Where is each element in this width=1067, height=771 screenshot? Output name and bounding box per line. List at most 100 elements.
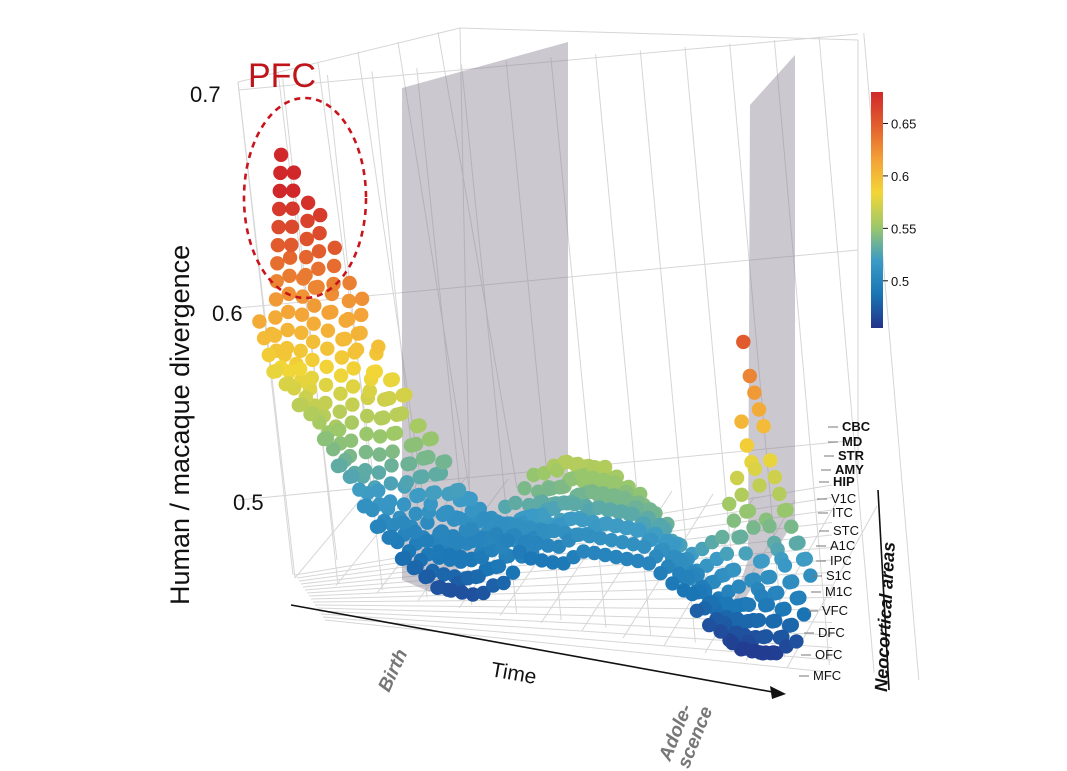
data-point [270,256,285,271]
data-point [424,431,439,446]
data-point [451,482,467,498]
data-point [751,613,767,628]
data-point [489,527,504,542]
data-point [409,436,424,452]
data-point [327,240,342,255]
data-point [759,629,774,644]
data-point [396,515,411,530]
colorbar-tick-label: 0.55 [891,221,916,236]
data-point [731,579,746,594]
colorbar-tick-label: 0.65 [891,116,916,131]
data-point [784,617,799,633]
grid-line [459,27,471,521]
data-point [598,547,613,563]
data-point [261,347,276,363]
data-point [286,183,301,198]
data-point [399,475,415,490]
data-point [373,429,388,444]
data-point [592,500,607,515]
data-point [334,350,349,365]
data-point [281,376,296,391]
data-point [293,343,308,358]
colorbar: 0.5 0.55 0.6 0.65 [871,92,916,328]
grid-line [282,78,339,583]
data-point [371,483,386,498]
data-point [747,643,762,658]
colorbar-ticks: 0.5 0.55 0.6 0.65 [883,116,916,289]
data-point [337,331,353,346]
data-point [300,213,315,229]
adolescence-marker-label: Adole-scence [655,696,718,771]
data-point [320,341,335,356]
data-point [621,520,636,535]
data-point [454,585,470,600]
data-point [595,486,611,501]
data-point [354,291,370,306]
data-point [452,511,467,526]
data-point [333,458,348,473]
data-point [332,422,347,437]
data-point [273,165,288,181]
data-point [326,276,341,292]
data-point [352,482,367,497]
data-point [777,558,793,573]
data-point [411,487,427,503]
data-point [382,391,397,406]
z-axis-label: Human / macaque divergence [165,245,195,605]
region-label-m1c: M1C [825,584,852,599]
data-point [741,613,756,629]
data-point [453,549,468,565]
data-point [423,496,438,512]
data-point [534,553,549,568]
data-point [741,503,757,519]
data-point [729,470,745,486]
time-axis-label: Time [489,658,538,689]
region-label-ipc: IPC [830,553,852,568]
data-point [545,555,560,570]
data-point [372,518,387,534]
data-point [619,551,635,567]
data-point [540,538,556,553]
region-label-itc: ITC [832,505,853,520]
data-point [758,645,773,660]
data-point [517,481,532,496]
data-point [519,534,534,549]
region-label-vfc: VFC [822,603,848,618]
data-point [394,406,410,421]
data-point [587,545,602,561]
data-point [326,258,342,274]
data-point [756,419,771,434]
data-point [427,485,443,500]
data-point [318,395,333,411]
data-point [343,433,359,448]
grid-line [237,249,859,309]
data-point [360,408,375,424]
colorbar-bar [871,92,883,328]
data-point [725,635,740,651]
data-point [359,426,374,442]
data-point [755,553,770,569]
data-point [319,431,334,446]
region-label-v1c: V1C [831,491,856,506]
region-label-amy: AMY [835,462,864,477]
data-point [362,383,377,399]
data-point [440,504,455,520]
data-point [465,587,481,602]
data-point [383,476,399,491]
data-point [349,342,365,357]
data-point [575,512,590,528]
data-point [625,506,640,522]
data-point [463,491,478,507]
trajectory-points [252,147,818,661]
data-point [443,583,459,598]
data-point [784,519,799,534]
data-point [268,292,284,307]
data-point [307,298,322,313]
data-point [676,583,692,598]
data-point [269,363,284,379]
arrow-head-icon [770,686,786,699]
data-point [252,314,267,329]
data-point [607,475,623,490]
data-point [567,496,583,512]
region-label-a1c: A1C [830,538,855,553]
